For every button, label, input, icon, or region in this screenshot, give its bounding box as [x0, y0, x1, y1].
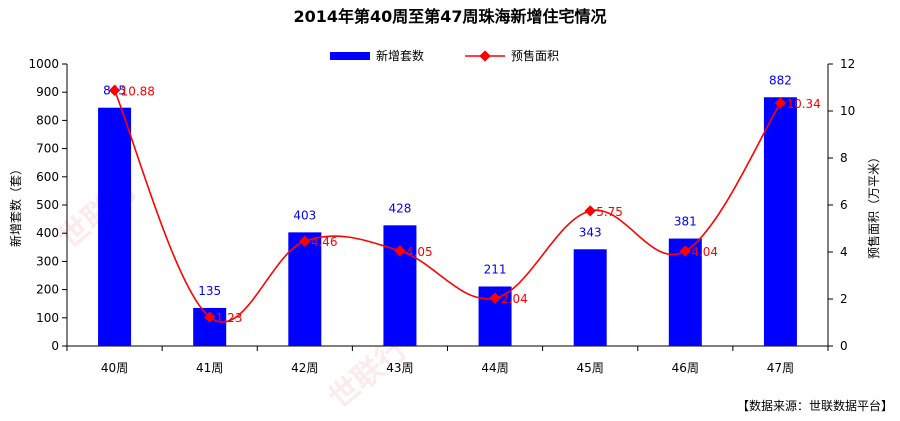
bar: [763, 97, 797, 346]
y-tick-label: 400: [36, 226, 59, 240]
x-tick-label: 45周: [577, 361, 604, 375]
y-tick-label: 700: [36, 142, 59, 156]
line-marker: [299, 235, 311, 247]
y2-tick-label: 6: [840, 198, 848, 212]
bar: [98, 107, 132, 347]
bar: [383, 225, 417, 346]
source-note: 【数据来源：世联数据平台】: [737, 398, 893, 413]
line-data-label: 10.88: [121, 84, 155, 98]
bar-data-label: 428: [388, 201, 411, 215]
y2-tick-label: 10: [840, 104, 855, 118]
bar-data-label: 343: [579, 225, 602, 239]
line-data-label: 2.04: [501, 292, 528, 306]
y2-axis-ticks: 0 2 4 6 8 10 12: [828, 57, 855, 353]
bar-data-label: 211: [484, 262, 507, 276]
y2-tick-label: 8: [840, 151, 848, 165]
y-tick-label: 600: [36, 170, 59, 184]
y-tick-label: 200: [36, 283, 59, 297]
line-data-label: 4.46: [311, 235, 338, 249]
y-tick-label: 300: [36, 254, 59, 268]
line-data-label: 5.75: [596, 205, 623, 219]
bar-data-label: 381: [674, 215, 697, 229]
bar-series: [98, 97, 797, 347]
x-tick-label: 42周: [291, 361, 318, 375]
legend-bar-swatch: [330, 52, 370, 60]
x-tick-label: 40周: [101, 361, 128, 375]
bar: [288, 232, 322, 346]
line-marker: [394, 245, 406, 257]
y-tick-label: 100: [36, 311, 59, 325]
legend: 新增套数 预售面积: [330, 48, 559, 63]
y-axis-ticks: 0 100 200 300 400 500 600 700 800 900 1000: [28, 57, 67, 353]
chart-title: 2014年第40周至第47周珠海新增住宅情况: [293, 7, 606, 26]
bar: [573, 249, 607, 346]
y-tick-label: 500: [36, 198, 59, 212]
bar-data-label: 135: [198, 284, 221, 298]
line-marker: [584, 205, 596, 217]
line-marker: [204, 311, 216, 323]
x-tick-label: 41周: [196, 361, 223, 375]
line-marker: [679, 245, 691, 257]
line-data-label: 1.23: [216, 311, 243, 325]
line-marker: [489, 292, 501, 304]
legend-label-bar: 新增套数: [376, 48, 424, 63]
legend-marker-swatch: [479, 50, 491, 62]
y-tick-label: 800: [36, 113, 59, 127]
legend-label-line: 预售面积: [511, 48, 559, 63]
line-data-labels: 10.88 1.23 4.46 4.05 2.04 5.75 4.04 10.34: [121, 84, 821, 325]
bar-data-label: 403: [293, 208, 316, 222]
y2-tick-label: 0: [840, 339, 848, 353]
y2-tick-label: 2: [840, 292, 848, 306]
y-tick-label: 0: [51, 339, 59, 353]
y-tick-label: 1000: [28, 57, 59, 71]
x-tick-label: 43周: [386, 361, 413, 375]
y2-tick-label: 4: [840, 245, 848, 259]
line-data-label: 10.34: [786, 97, 820, 111]
x-axis-ticks: 40周 41周 42周 43周 44周 45周 46周 47周: [66, 346, 829, 375]
y-axis-title: 新增套数（套）: [8, 163, 23, 247]
y-tick-label: 900: [36, 85, 59, 99]
y2-tick-label: 12: [840, 57, 855, 71]
x-tick-label: 46周: [672, 361, 699, 375]
x-tick-label: 47周: [767, 361, 794, 375]
y2-axis-title: 预售面积（万平米）: [866, 151, 881, 259]
line-data-label: 4.04: [691, 245, 718, 259]
bar-data-label: 882: [769, 73, 792, 87]
x-tick-label: 44周: [481, 361, 508, 375]
line-data-label: 4.05: [406, 245, 433, 259]
